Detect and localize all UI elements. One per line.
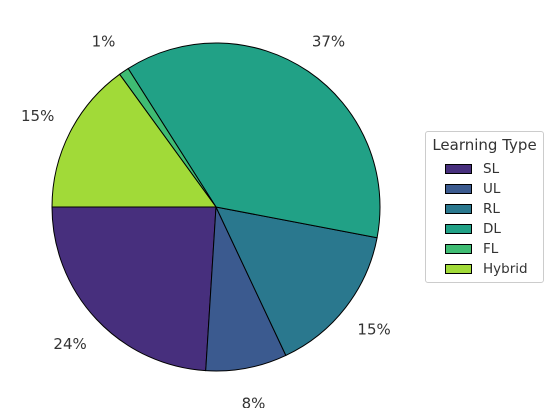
pie-label-rl: 15%	[357, 321, 390, 339]
pie-slice-hybrid	[51, 73, 217, 208]
legend-item-hybrid: Hybrid	[445, 259, 528, 279]
pie-slice-sl	[51, 206, 217, 372]
legend-list: SL UL RL DL FL Hybrid	[445, 159, 528, 279]
legend-label: FL	[483, 241, 499, 257]
legend-label: DL	[483, 221, 501, 237]
pie-label-ul: 8%	[242, 395, 266, 408]
legend-swatch	[445, 264, 472, 274]
legend-label: Hybrid	[483, 261, 528, 277]
pie-label-sl: 24%	[53, 335, 86, 353]
pie-percentage-labels: 24% 8% 15% 37% 1% 15%	[21, 33, 391, 408]
pie-label-dl: 37%	[312, 33, 345, 51]
legend-swatch	[445, 224, 472, 234]
legend-label: SL	[483, 161, 500, 177]
legend-swatch	[445, 164, 472, 174]
pie-slice-dl	[127, 42, 381, 239]
legend-label: RL	[483, 201, 500, 217]
legend-swatch	[445, 244, 472, 254]
pie-slices	[51, 42, 381, 372]
legend-swatch	[445, 204, 472, 214]
legend-item-fl: FL	[445, 239, 528, 259]
legend: Learning Type SL UL RL DL FL Hybrid	[425, 131, 544, 283]
legend-swatch	[445, 184, 472, 194]
legend-item-ul: UL	[445, 179, 528, 199]
legend-label: UL	[483, 181, 501, 197]
legend-title: Learning Type	[432, 136, 537, 154]
pie-label-hybrid: 15%	[21, 107, 54, 125]
legend-item-dl: DL	[445, 219, 528, 239]
legend-item-sl: SL	[445, 159, 528, 179]
pie-label-fl: 1%	[92, 33, 116, 51]
pie-slice-rl	[215, 206, 378, 356]
legend-item-rl: RL	[445, 199, 528, 219]
